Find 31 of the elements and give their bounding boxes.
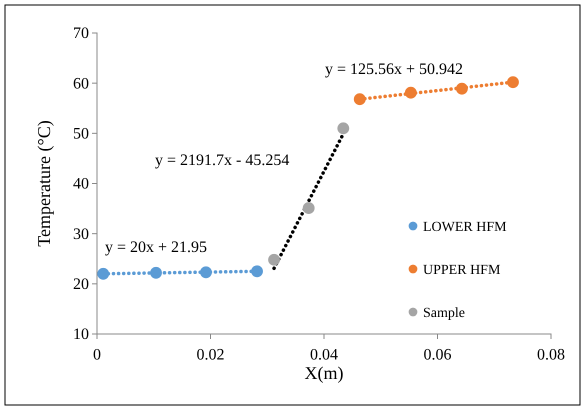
y-axis-title: Temperature (°C) bbox=[34, 120, 54, 247]
point bbox=[404, 86, 417, 99]
y-tick-label: 40 bbox=[73, 176, 89, 193]
point bbox=[268, 254, 280, 266]
x-axis-title: X(m) bbox=[304, 363, 344, 383]
x-tick-label: 0.08 bbox=[537, 346, 565, 364]
y-tick-label: 30 bbox=[73, 226, 89, 243]
x-tick-label: 0 bbox=[93, 346, 101, 364]
point bbox=[150, 266, 162, 279]
point bbox=[251, 265, 263, 278]
x-tick-label: 0.06 bbox=[424, 346, 452, 364]
y-tick-label: 70 bbox=[73, 25, 89, 42]
y-tick-label: 50 bbox=[73, 125, 89, 142]
annotation: y = 20x + 21.95 bbox=[105, 239, 208, 256]
point bbox=[337, 122, 350, 134]
y-tick-label: 10 bbox=[73, 326, 89, 344]
y-tick-label: 60 bbox=[73, 75, 89, 92]
point bbox=[456, 82, 468, 95]
legend-label: Sample bbox=[423, 306, 465, 321]
point bbox=[200, 266, 212, 278]
x-tick-label: 0.02 bbox=[196, 346, 224, 364]
point bbox=[354, 93, 366, 106]
point bbox=[97, 268, 110, 280]
annotation: y = 125.56x + 50.942 bbox=[325, 61, 464, 78]
legend-label: UPPER HFM bbox=[423, 263, 501, 278]
y-tick-label: 20 bbox=[73, 276, 89, 293]
legend-label: LOWER HFM bbox=[423, 220, 508, 235]
point bbox=[302, 202, 315, 214]
point bbox=[507, 76, 519, 88]
x-tick-label: 0.04 bbox=[310, 346, 338, 364]
annotation: y = 2191.7x - 45.254 bbox=[155, 152, 290, 169]
